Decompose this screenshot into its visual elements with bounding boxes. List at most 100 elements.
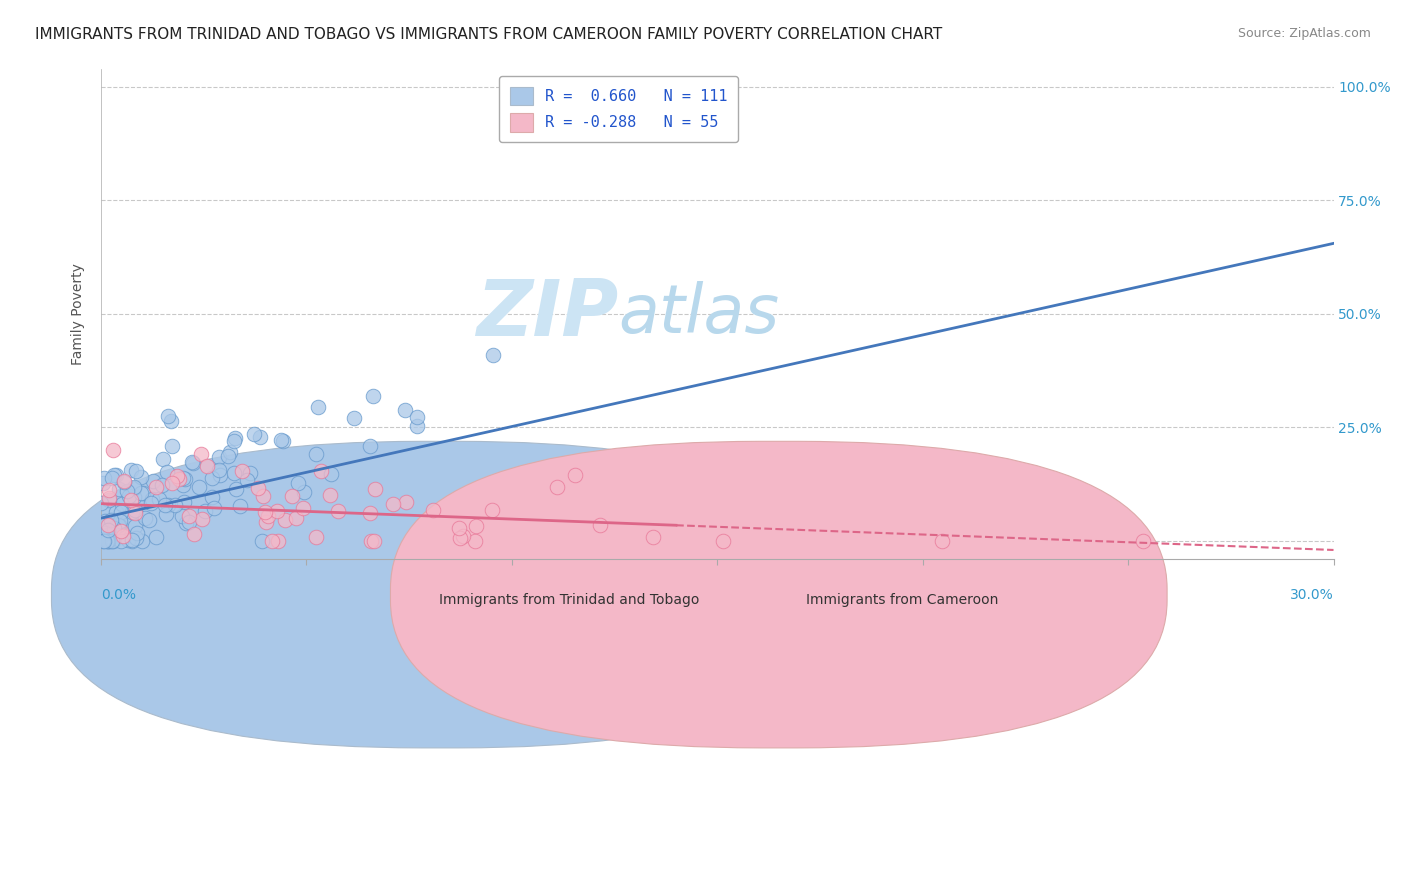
- Point: [931, 533, 953, 548]
- Point: [190, 512, 212, 526]
- Text: 30.0%: 30.0%: [1289, 589, 1333, 602]
- Point: [125, 465, 148, 479]
- Point: [121, 533, 143, 548]
- Point: [91, 475, 114, 490]
- Point: [117, 533, 139, 548]
- Point: [208, 467, 231, 482]
- Point: [225, 482, 247, 496]
- Point: [181, 455, 204, 469]
- Point: [93, 533, 115, 548]
- Point: [108, 483, 131, 497]
- Point: [111, 498, 134, 512]
- Point: [224, 466, 246, 480]
- Point: [118, 489, 141, 503]
- Point: [253, 505, 276, 519]
- Point: [177, 508, 200, 523]
- Point: [422, 503, 444, 517]
- Point: [361, 389, 384, 403]
- Point: [305, 447, 328, 461]
- Point: [129, 485, 152, 500]
- Text: Immigrants from Cameroon: Immigrants from Cameroon: [806, 593, 998, 607]
- Point: [449, 521, 471, 535]
- Point: [307, 401, 329, 415]
- Point: [181, 456, 204, 470]
- Text: atlas: atlas: [619, 281, 780, 347]
- Point: [97, 533, 120, 548]
- Point: [96, 523, 118, 537]
- Point: [256, 508, 278, 523]
- Point: [145, 480, 167, 494]
- Point: [406, 418, 429, 433]
- Point: [195, 458, 218, 473]
- Point: [464, 533, 486, 548]
- Point: [252, 489, 274, 503]
- Point: [108, 521, 131, 535]
- Point: [94, 514, 117, 528]
- Point: [170, 508, 193, 523]
- Point: [120, 463, 142, 477]
- Y-axis label: Family Poverty: Family Poverty: [70, 263, 84, 365]
- Point: [141, 495, 163, 509]
- Point: [97, 524, 120, 538]
- Point: [138, 513, 160, 527]
- Legend: R =  0.660   N = 111, R = -0.288   N = 55: R = 0.660 N = 111, R = -0.288 N = 55: [499, 76, 738, 143]
- Point: [363, 533, 385, 548]
- Point: [208, 450, 231, 464]
- Point: [260, 533, 283, 548]
- Point: [219, 445, 242, 459]
- Point: [273, 513, 295, 527]
- Point: [309, 464, 332, 478]
- Point: [291, 500, 314, 515]
- Point: [247, 481, 270, 495]
- Point: [110, 514, 132, 528]
- Point: [172, 478, 194, 492]
- Point: [229, 500, 252, 514]
- Point: [100, 513, 122, 527]
- Point: [150, 478, 173, 492]
- Point: [98, 533, 121, 548]
- Point: [217, 449, 239, 463]
- Point: [711, 533, 734, 548]
- Point: [481, 503, 503, 517]
- Point: [124, 502, 146, 516]
- Point: [364, 482, 387, 496]
- Point: [202, 501, 225, 516]
- Point: [134, 511, 156, 525]
- Point: [103, 521, 125, 535]
- Point: [160, 414, 183, 428]
- Point: [107, 517, 129, 532]
- Text: IMMIGRANTS FROM TRINIDAD AND TOBAGO VS IMMIGRANTS FROM CAMEROON FAMILY POVERTY C: IMMIGRANTS FROM TRINIDAD AND TOBAGO VS I…: [35, 27, 942, 42]
- Point: [451, 529, 474, 543]
- FancyBboxPatch shape: [391, 442, 1167, 747]
- Point: [165, 498, 187, 512]
- Point: [105, 505, 128, 519]
- Point: [162, 439, 184, 453]
- FancyBboxPatch shape: [52, 442, 828, 747]
- Point: [152, 452, 174, 467]
- Point: [96, 531, 118, 545]
- Point: [280, 488, 302, 502]
- Point: [231, 464, 253, 478]
- Point: [141, 491, 163, 506]
- Point: [110, 533, 132, 548]
- Point: [98, 493, 121, 508]
- Point: [148, 491, 170, 506]
- Point: [405, 409, 427, 424]
- Point: [125, 531, 148, 545]
- Point: [153, 498, 176, 512]
- Point: [101, 471, 124, 485]
- Point: [287, 476, 309, 491]
- Point: [124, 480, 146, 494]
- Point: [132, 485, 155, 500]
- Point: [190, 447, 212, 461]
- Point: [121, 493, 143, 508]
- Point: [166, 468, 188, 483]
- Point: [124, 519, 146, 533]
- Point: [94, 525, 117, 540]
- Point: [224, 431, 246, 445]
- Point: [201, 471, 224, 485]
- Point: [239, 466, 262, 480]
- Point: [481, 348, 503, 362]
- Point: [156, 465, 179, 479]
- Text: Source: ZipAtlas.com: Source: ZipAtlas.com: [1237, 27, 1371, 40]
